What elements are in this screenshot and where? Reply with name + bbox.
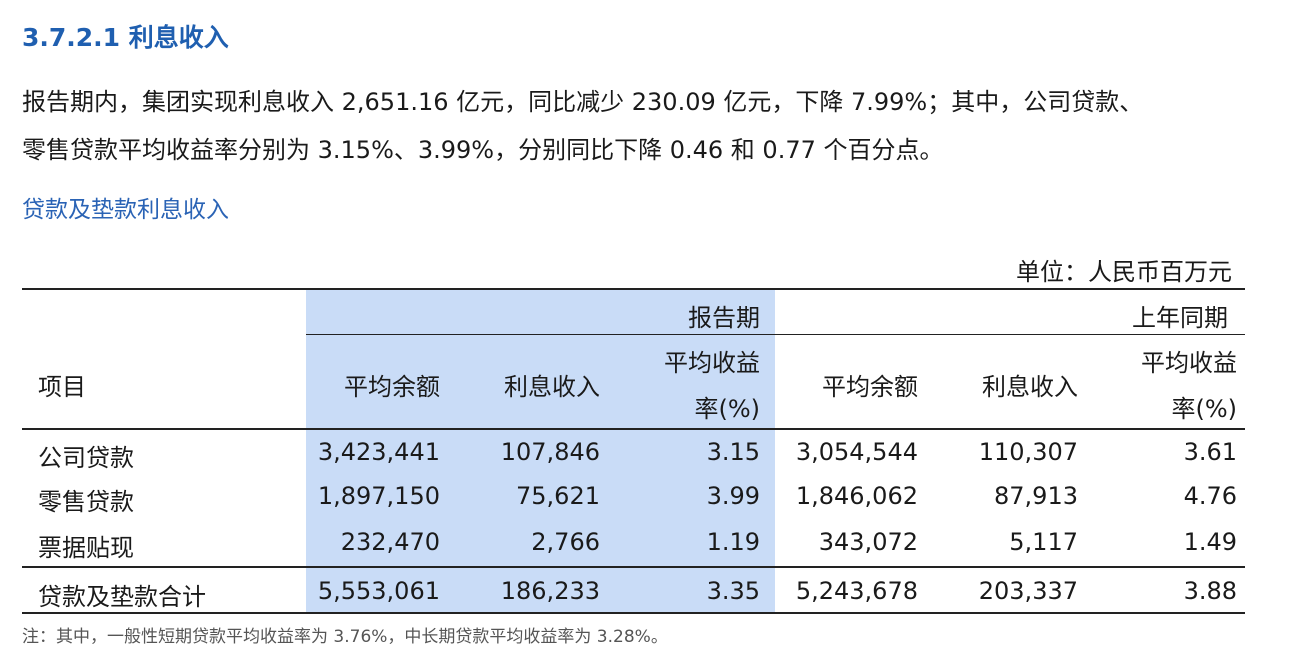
cell: 1.49 [1183, 528, 1237, 556]
title: 3.7.2.1 利息收入 [22, 23, 229, 52]
cell: 203,337 [978, 577, 1078, 605]
cell: 4.76 [1183, 482, 1237, 510]
cell: 1,846,062 [795, 482, 918, 510]
cell: 5,553,061 [317, 577, 440, 605]
group-header: 上年同期 [1132, 304, 1228, 332]
column-header: 利息收入 [982, 373, 1078, 401]
column-header: 平均收益率(%) [664, 349, 760, 423]
section-title: 贷款及垫款利息收入 [22, 197, 229, 223]
cell: 75,621 [516, 482, 600, 510]
cell: 5,243,678 [795, 577, 918, 605]
cell: 3.61 [1183, 438, 1237, 466]
rule [22, 288, 1245, 290]
cell: 343,072 [818, 528, 918, 556]
cell: 3.88 [1183, 577, 1237, 605]
cell: 3.15 [706, 438, 760, 466]
cell: 107,846 [500, 438, 600, 466]
rule [22, 612, 1245, 614]
cell: 1.19 [706, 528, 760, 556]
row-label: 票据贴现 [38, 534, 134, 562]
cell: 3.99 [706, 482, 760, 510]
cell: 3,054,544 [795, 438, 918, 466]
cell: 5,117 [1009, 528, 1078, 556]
paragraph: 零售贷款平均收益率分别为 3.15%、3.99%，分别同比下降 0.46 和 0… [22, 136, 944, 164]
cell: 110,307 [978, 438, 1078, 466]
column-header: 平均余额 [344, 373, 440, 401]
column-header: 项目 [38, 373, 86, 401]
rule [22, 428, 1245, 430]
cell: 1,897,150 [317, 482, 440, 510]
cell: 3,423,441 [317, 438, 440, 466]
rule [22, 566, 1245, 568]
cell: 232,470 [340, 528, 440, 556]
rule [306, 334, 1245, 335]
column-header: 平均收益率(%) [1141, 349, 1237, 423]
row-label: 贷款及垫款合计 [38, 583, 206, 611]
cell: 3.35 [706, 577, 760, 605]
highlight [306, 290, 775, 613]
column-header: 平均余额 [822, 373, 918, 401]
column-header: 利息收入 [504, 373, 600, 401]
row-label: 公司贷款 [38, 444, 134, 472]
cell: 87,913 [994, 482, 1078, 510]
cell: 186,233 [500, 577, 600, 605]
note: 注：其中，一般性短期贷款平均收益率为 3.76%，中长期贷款平均收益率为 3.2… [22, 627, 668, 647]
cell: 2,766 [531, 528, 600, 556]
unit: 单位：人民币百万元 [1016, 258, 1232, 286]
paragraph: 报告期内，集团实现利息收入 2,651.16 亿元，同比减少 230.09 亿元… [22, 88, 1144, 116]
group-header: 报告期 [688, 304, 760, 332]
row-label: 零售贷款 [38, 488, 134, 516]
